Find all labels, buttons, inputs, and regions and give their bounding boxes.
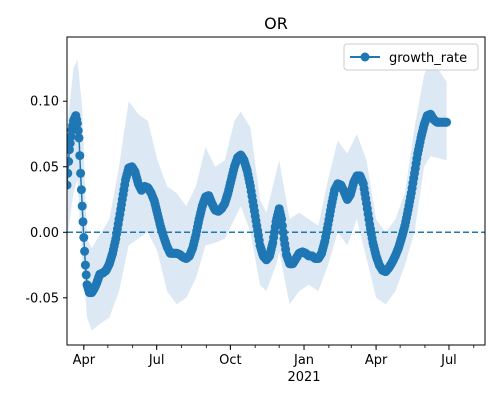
data-point [442, 117, 452, 127]
legend-label: growth_rate [389, 51, 467, 66]
x-tick-label: Apr [365, 353, 388, 368]
data-point [72, 119, 82, 128]
x-tick-label: Apr [73, 353, 96, 368]
data-point [277, 221, 287, 231]
data-point [67, 138, 75, 148]
data-point [80, 260, 90, 270]
data-point [76, 185, 86, 195]
data-point [67, 180, 72, 190]
x-tick-year-label: 2021 [287, 370, 320, 385]
confidence-band-layer [67, 58, 447, 331]
data-point [76, 168, 86, 178]
data-point [67, 132, 76, 142]
x-tick-label: Jul [148, 353, 165, 368]
legend-box [343, 43, 479, 71]
y-tick-label: 0.10 [30, 95, 59, 110]
data-point [77, 201, 87, 211]
chart-title: OR [264, 14, 288, 33]
x-tick-label: Oct [219, 353, 241, 368]
y-axis: 0.10 0.05 0.00 -0.05 [25, 95, 67, 306]
series-layer [67, 109, 452, 298]
confidence-band [67, 58, 447, 331]
plot-frame [66, 36, 486, 346]
legend-marker [360, 52, 370, 62]
data-point [79, 233, 89, 242]
x-axis: Apr Jul Oct Jan 2021 Apr Jul [73, 345, 475, 385]
data-point [80, 246, 90, 256]
x-tick-label: Jul [440, 353, 457, 368]
data-point [67, 168, 73, 178]
y-tick-label: -0.05 [25, 291, 59, 306]
data-point [74, 133, 84, 143]
data-point [81, 270, 91, 280]
y-tick-label: 0.00 [30, 226, 59, 241]
data-point [78, 217, 88, 227]
data-point [67, 157, 74, 166]
data-point [73, 126, 83, 136]
x-tick-label: Jan [293, 353, 314, 368]
y-tick-label: 0.05 [30, 160, 59, 175]
data-point [75, 151, 85, 161]
legend: growth_rate [343, 43, 479, 71]
